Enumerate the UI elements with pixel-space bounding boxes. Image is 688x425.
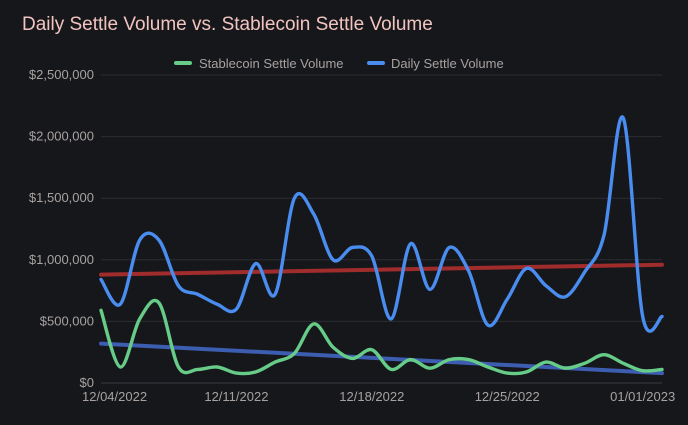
x-tick-label: 01/01/2023: [610, 389, 675, 404]
y-tick-label: $1,000,000: [29, 252, 94, 267]
y-tick-label: $2,500,000: [29, 67, 94, 82]
x-tick-label: 12/11/2022: [204, 389, 268, 404]
x-tick-label: 12/04/2022: [82, 389, 147, 404]
y-tick-label: $500,000: [40, 313, 94, 328]
y-tick-label: $1,500,000: [29, 190, 94, 205]
y-tick-label: $2,000,000: [29, 129, 94, 144]
y-tick-label: $0: [80, 375, 94, 390]
trend-line: [99, 262, 664, 277]
series-line-stablecoin-settle-volume: [99, 298, 664, 376]
legend-label-daily-settle-volume: Daily Settle Volume: [391, 56, 504, 71]
legend-label-stablecoin-settle-volume: Stablecoin Settle Volume: [199, 56, 344, 71]
x-tick-label: 12/18/2022: [339, 389, 404, 404]
x-tick-label: 12/25/2022: [475, 389, 540, 404]
chart-title: Daily Settle Volume vs. Stablecoin Settl…: [22, 14, 433, 35]
series-line-daily-settle-volume: [99, 115, 664, 333]
